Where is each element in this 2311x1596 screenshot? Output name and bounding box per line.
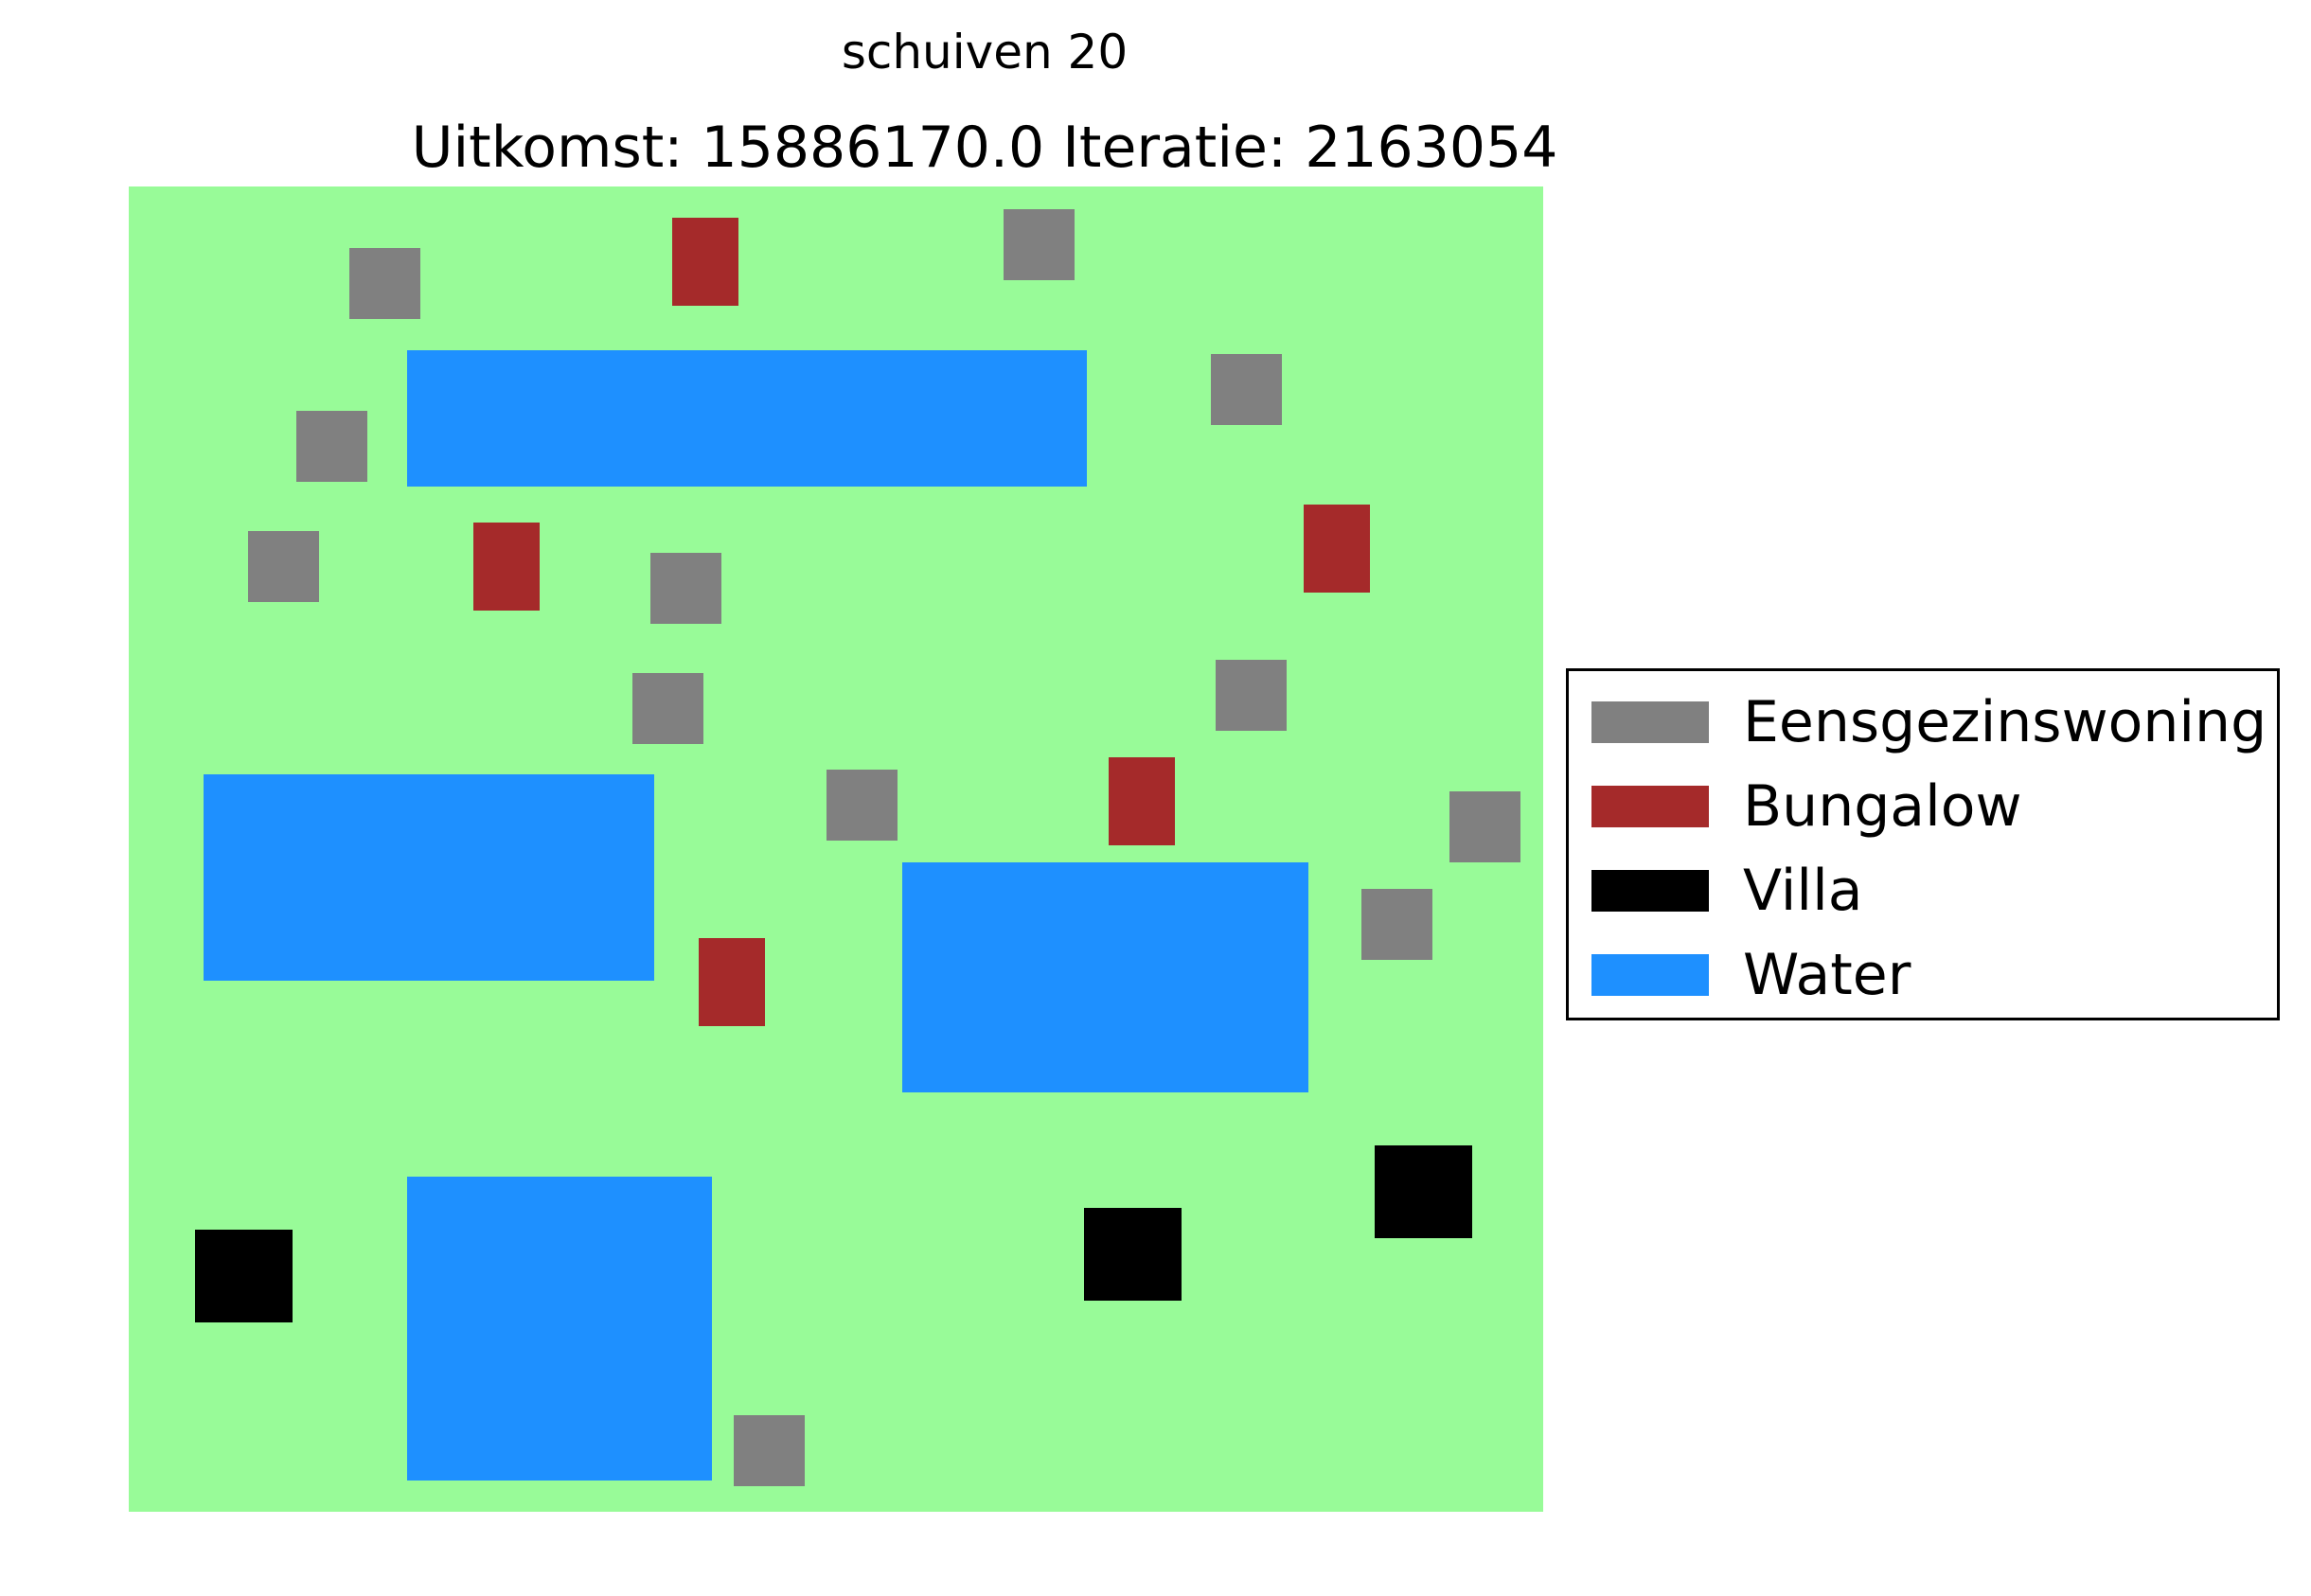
water-body [407,350,1087,487]
legend: Eensgezinswoning Bungalow Villa Water [1566,668,2280,1020]
eensgezinswoning-house [650,553,721,624]
legend-swatch-villa [1591,870,1709,912]
legend-swatch-eensgezinswoning [1591,701,1709,743]
legend-label-eensgezinswoning: Eensgezinswoning [1743,689,2267,755]
eensgezinswoning-house [248,531,319,602]
eensgezinswoning-house [1361,889,1432,960]
villa-house [195,1230,293,1322]
eensgezinswoning-house [1449,791,1520,862]
legend-label-water: Water [1743,942,1911,1008]
legend-item-bungalow: Bungalow [1591,776,2273,837]
water-body [902,862,1308,1092]
figure-suptitle: schuiven 20 [841,25,1129,80]
water-body [204,774,654,981]
bungalow-house [473,523,540,611]
eensgezinswoning-house [1211,354,1282,425]
eensgezinswoning-house [827,770,898,841]
eensgezinswoning-house [734,1415,805,1486]
villa-house [1084,1208,1182,1301]
legend-item-water: Water [1591,942,2273,1008]
bungalow-house [699,938,765,1026]
eensgezinswoning-house [349,248,420,319]
legend-item-villa: Villa [1591,860,2273,921]
legend-swatch-water [1591,954,1709,996]
eensgezinswoning-house [1216,660,1287,731]
water-body [407,1177,712,1481]
legend-label-villa: Villa [1743,858,1863,924]
legend-item-eensgezinswoning: Eensgezinswoning [1591,692,2273,753]
eensgezinswoning-house [1004,209,1075,280]
bungalow-house [672,218,738,306]
bungalow-house [1304,505,1370,593]
eensgezinswoning-house [632,673,703,744]
bungalow-house [1109,757,1175,845]
legend-label-bungalow: Bungalow [1743,773,2022,840]
villa-house [1375,1145,1472,1238]
eensgezinswoning-house [296,411,367,482]
figure-title: Uitkomst: 15886170.0 Iteratie: 2163054 [411,115,1558,181]
legend-swatch-bungalow [1591,786,1709,827]
